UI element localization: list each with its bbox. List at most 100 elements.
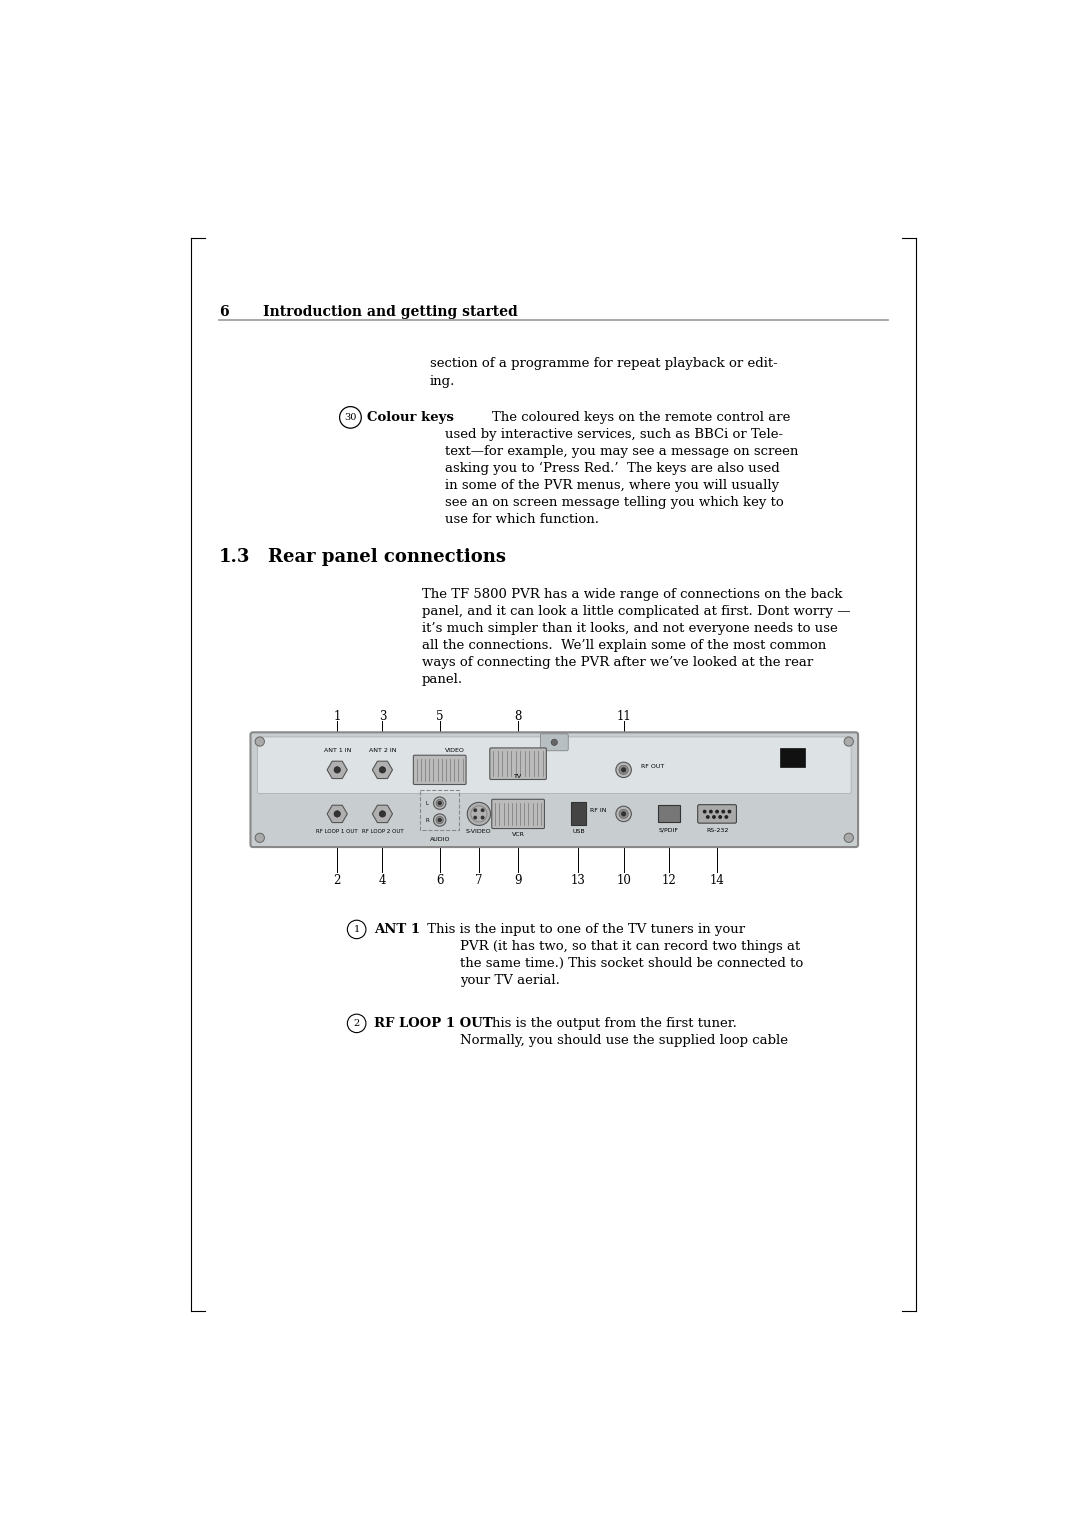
Text: in some of the PVR menus, where you will usually: in some of the PVR menus, where you will… [445, 479, 779, 492]
Text: PVR (it has two, so that it can record two things at: PVR (it has two, so that it can record t… [460, 940, 800, 953]
Text: 30: 30 [345, 413, 356, 422]
Text: 8: 8 [514, 710, 522, 723]
Text: 12: 12 [661, 874, 676, 887]
Circle shape [845, 736, 853, 746]
Text: used by interactive services, such as BBCi or Tele-: used by interactive services, such as BB… [445, 428, 783, 442]
Text: 10: 10 [617, 874, 631, 887]
Text: 1: 1 [353, 925, 360, 934]
Text: S/PDIF: S/PDIF [659, 828, 679, 833]
Text: RF LOOP 1 OUT: RF LOOP 1 OUT [316, 830, 359, 834]
Text: RF LOOP 1 OUT: RF LOOP 1 OUT [374, 1017, 492, 1031]
Text: the same time.) This socket should be connected to: the same time.) This socket should be co… [460, 957, 804, 969]
Circle shape [721, 810, 725, 813]
FancyBboxPatch shape [490, 749, 546, 779]
Circle shape [481, 808, 485, 811]
Circle shape [334, 810, 340, 818]
Circle shape [433, 798, 446, 810]
Circle shape [715, 810, 719, 813]
Circle shape [703, 810, 706, 813]
FancyBboxPatch shape [257, 736, 851, 793]
Circle shape [718, 815, 723, 819]
Circle shape [725, 815, 728, 819]
FancyBboxPatch shape [251, 732, 859, 847]
Circle shape [708, 810, 713, 813]
FancyBboxPatch shape [698, 805, 737, 824]
Circle shape [436, 799, 444, 807]
Text: RS-232: RS-232 [706, 828, 728, 833]
Circle shape [468, 802, 490, 825]
Text: 7: 7 [475, 874, 483, 887]
Text: VCR: VCR [512, 833, 525, 838]
FancyBboxPatch shape [491, 799, 544, 828]
Text: VIDEO: VIDEO [445, 749, 465, 753]
Circle shape [436, 816, 444, 824]
Circle shape [438, 801, 442, 805]
Text: RF LOOP 2 OUT: RF LOOP 2 OUT [362, 830, 403, 834]
Text: This is the output from the first tuner.: This is the output from the first tuner. [480, 1017, 737, 1031]
Text: ing.: ing. [430, 374, 455, 388]
Text: Rear panel connections: Rear panel connections [268, 548, 507, 566]
Text: The TF 5800 PVR has a wide range of connections on the back: The TF 5800 PVR has a wide range of conn… [422, 589, 842, 601]
Text: text—for example, you may see a message on screen: text—for example, you may see a message … [445, 445, 798, 459]
Text: 13: 13 [571, 874, 585, 887]
Circle shape [619, 765, 629, 775]
Text: use for which function.: use for which function. [445, 512, 599, 526]
Circle shape [706, 815, 710, 819]
Circle shape [728, 810, 731, 813]
Text: 11: 11 [617, 710, 631, 723]
Text: ANT 2 IN: ANT 2 IN [368, 749, 396, 753]
Text: RF IN: RF IN [590, 807, 607, 813]
Text: USB: USB [572, 830, 584, 834]
Text: see an on screen message telling you which key to: see an on screen message telling you whi… [445, 495, 784, 509]
Text: 4: 4 [379, 874, 387, 887]
FancyBboxPatch shape [780, 749, 805, 767]
Circle shape [621, 767, 625, 772]
Polygon shape [373, 805, 392, 822]
Circle shape [255, 736, 265, 746]
Text: it’s much simpler than it looks, and not everyone needs to use: it’s much simpler than it looks, and not… [422, 623, 837, 635]
Circle shape [481, 816, 485, 819]
Circle shape [616, 762, 632, 778]
Text: 14: 14 [710, 874, 725, 887]
Text: 1.3: 1.3 [218, 548, 251, 566]
Text: 2: 2 [353, 1019, 360, 1028]
Text: your TV aerial.: your TV aerial. [460, 974, 561, 986]
Text: ANT 1 IN: ANT 1 IN [324, 749, 351, 753]
Polygon shape [373, 761, 392, 779]
Circle shape [379, 810, 386, 818]
Text: 1: 1 [334, 710, 341, 723]
Text: 5: 5 [436, 710, 444, 723]
FancyBboxPatch shape [658, 805, 679, 822]
Circle shape [616, 807, 632, 822]
Polygon shape [327, 761, 348, 779]
Text: AUDIO: AUDIO [430, 838, 450, 842]
Text: 6: 6 [436, 874, 444, 887]
Circle shape [433, 815, 446, 827]
Text: ways of connecting the PVR after we’ve looked at the rear: ways of connecting the PVR after we’ve l… [422, 657, 813, 669]
Circle shape [473, 816, 477, 819]
Text: panel, and it can look a little complicated at first. Dont worry —: panel, and it can look a little complica… [422, 606, 850, 618]
Circle shape [845, 833, 853, 842]
Text: asking you to ‘Press Red.’  The keys are also used: asking you to ‘Press Red.’ The keys are … [445, 462, 780, 476]
Circle shape [255, 833, 265, 842]
Text: Colour keys: Colour keys [367, 411, 454, 425]
Text: panel.: panel. [422, 673, 463, 686]
FancyBboxPatch shape [570, 802, 586, 825]
Text: 2: 2 [334, 874, 341, 887]
Text: 3: 3 [379, 710, 387, 723]
Text: all the connections.  We’ll explain some of the most common: all the connections. We’ll explain some … [422, 640, 826, 652]
FancyBboxPatch shape [540, 733, 568, 750]
Text: S-VIDEO: S-VIDEO [467, 830, 491, 834]
Text: TV: TV [514, 773, 522, 779]
Text: 9: 9 [514, 874, 522, 887]
Circle shape [551, 739, 557, 746]
Text: L: L [426, 801, 429, 805]
Circle shape [473, 808, 477, 811]
Circle shape [334, 767, 340, 773]
Text: Normally, you should use the supplied loop cable: Normally, you should use the supplied lo… [460, 1034, 788, 1048]
Circle shape [438, 818, 442, 822]
Text: The coloured keys on the remote control are: The coloured keys on the remote control … [491, 411, 789, 425]
Text: section of a programme for repeat playback or edit-: section of a programme for repeat playba… [430, 357, 778, 370]
Circle shape [619, 810, 629, 819]
Text: This is the input to one of the TV tuners in your: This is the input to one of the TV tuner… [422, 923, 744, 936]
